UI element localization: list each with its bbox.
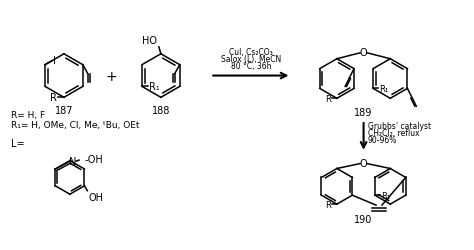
Text: Grubbs’ catalyst: Grubbs’ catalyst bbox=[367, 122, 431, 130]
Text: 80 °C, 36h: 80 °C, 36h bbox=[230, 62, 271, 70]
Text: 190: 190 bbox=[355, 214, 373, 224]
Text: R₁: R₁ bbox=[379, 84, 388, 94]
Text: N: N bbox=[69, 156, 77, 166]
Text: 189: 189 bbox=[355, 108, 373, 118]
Text: 188: 188 bbox=[152, 106, 170, 116]
Text: O: O bbox=[360, 158, 367, 168]
Text: R₁: R₁ bbox=[381, 191, 390, 200]
Text: O: O bbox=[360, 48, 367, 58]
Text: +: + bbox=[106, 69, 117, 83]
Text: 187: 187 bbox=[55, 106, 73, 116]
Text: R: R bbox=[325, 200, 331, 209]
Text: -OH: -OH bbox=[85, 154, 104, 164]
Text: I: I bbox=[53, 56, 56, 66]
Text: HO: HO bbox=[142, 36, 157, 46]
Text: L=: L= bbox=[10, 138, 24, 148]
Text: R= H, F: R= H, F bbox=[10, 111, 45, 120]
Text: R: R bbox=[50, 93, 57, 103]
Text: CH₂Cl₂, reflux: CH₂Cl₂, reflux bbox=[367, 128, 419, 138]
Text: R₁: R₁ bbox=[149, 82, 160, 92]
Text: Salox (L), MeCN: Salox (L), MeCN bbox=[221, 54, 281, 64]
Text: R: R bbox=[325, 94, 331, 104]
Text: CuI, Cs₂CO₃: CuI, Cs₂CO₃ bbox=[229, 48, 273, 57]
Text: 90-96%: 90-96% bbox=[367, 135, 397, 144]
Text: R₁= H, OMe, Cl, Me, ᵗBu, OEt: R₁= H, OMe, Cl, Me, ᵗBu, OEt bbox=[10, 120, 139, 130]
Text: OH: OH bbox=[88, 192, 103, 202]
